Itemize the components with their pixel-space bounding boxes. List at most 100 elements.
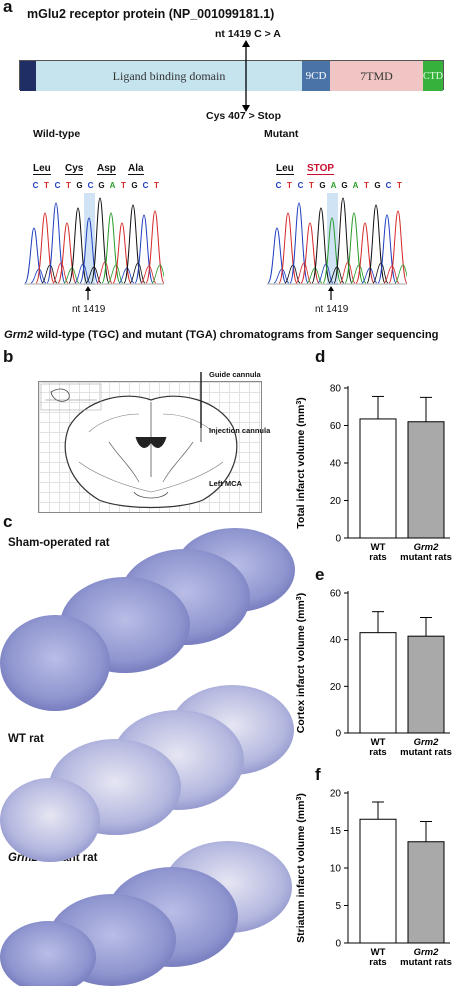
y-tick-label: 40: [330, 459, 342, 470]
mut-base: T: [287, 181, 292, 190]
y-tick-label: 0: [335, 729, 341, 740]
mut-codon-leu: Leu: [276, 163, 294, 175]
wt-nt-arrow: [85, 286, 91, 300]
sequencing-caption: Grm2 wild-type (TGC) and mutant (TGA) ch…: [4, 329, 439, 341]
y-tick-label: 80: [330, 384, 342, 395]
chromatogram-minor-peak: [140, 265, 157, 284]
x-category-label: mutant rats: [400, 747, 452, 758]
mut-base: C: [385, 181, 392, 190]
mut-base: G: [374, 181, 381, 190]
mut-base: C: [275, 181, 282, 190]
chromatogram-peak: [35, 212, 55, 284]
chromatogram-peak: [134, 214, 154, 284]
bar: [359, 818, 397, 944]
chromatogram-minor-peak: [41, 264, 58, 284]
sham-slice-1: [0, 615, 110, 711]
wt-base: C: [87, 181, 94, 190]
wt-group-label: WT rat: [8, 733, 44, 745]
chromatogram-minor-peak: [372, 262, 389, 284]
x-category-label: mutant rats: [400, 957, 452, 968]
panel-d-label: d: [315, 347, 326, 366]
chromatogram-peak: [377, 214, 397, 284]
wt-base: T: [66, 181, 71, 190]
chromatogram-minor-peak: [339, 261, 356, 284]
7tmd-domain: 7TMD: [330, 61, 423, 91]
chromatogram-minor-peak: [350, 264, 367, 284]
mut-base: G: [341, 181, 348, 190]
chromatogram-peak: [278, 212, 298, 284]
mut-base: T: [397, 181, 402, 190]
9cd-domain: 9CD: [302, 61, 330, 91]
y-tick-label: 60: [330, 589, 342, 600]
wt-base: G: [76, 181, 83, 190]
wt-base: G: [98, 181, 105, 190]
wildtype-label: Wild-type: [33, 128, 81, 140]
mut-nt-label: nt 1419: [315, 304, 349, 315]
protein-domain-bar: Ligand binding domain 9CD 7TMD CTD: [19, 60, 444, 91]
mutation-nt-label: nt 1419 C > A: [215, 28, 281, 40]
wt-base: T: [121, 181, 126, 190]
x-category-label: rats: [369, 747, 386, 758]
mut-slice-1: [0, 921, 96, 986]
chromatogram-peak: [388, 210, 407, 284]
chromatogram-minor-peak: [129, 262, 146, 284]
chromatogram-peak: [123, 204, 143, 284]
x-category-label: Grm2: [414, 737, 440, 748]
y-tick-label: 10: [330, 864, 342, 875]
wt-codon-asp: Asp: [97, 163, 116, 175]
wt-slice-1: [0, 778, 100, 862]
x-category-label: WT: [371, 737, 386, 748]
y-axis-label: Cortex infarct volume (mm3): [295, 593, 307, 733]
wt-base: C: [142, 181, 149, 190]
mut-base: A: [352, 181, 359, 190]
wt-chromatogram: [24, 193, 164, 285]
chromatogram-minor-peak: [151, 264, 164, 284]
highlight-band: [327, 193, 338, 285]
mut-base: T: [364, 181, 369, 190]
panel-f-label: f: [315, 765, 321, 784]
ligand-binding-domain: Ligand binding domain: [36, 61, 302, 91]
wt-base: G: [131, 181, 138, 190]
mut-codon-stop: STOP: [307, 163, 335, 175]
mut-base: A: [330, 181, 337, 190]
y-tick-label: 20: [330, 682, 342, 693]
y-tick-label: 20: [330, 496, 342, 507]
panel-c-label: c: [3, 512, 13, 531]
wt-base: C: [54, 181, 61, 190]
chromatogram-minor-peak: [96, 261, 113, 284]
wt-base: T: [154, 181, 159, 190]
y-tick-label: 5: [335, 901, 341, 912]
wt-base: T: [44, 181, 49, 190]
chromatogram-minor-peak: [317, 263, 334, 284]
y-tick-label: 20: [330, 789, 342, 800]
bar: [359, 632, 397, 734]
chromatogram-peak: [289, 202, 309, 284]
chromatogram-minor-peak: [74, 263, 91, 284]
wt-codon-cys: Cys: [65, 163, 84, 175]
mutation-aa-label: Cys 407 > Stop: [206, 110, 281, 122]
wt-base: C: [32, 181, 39, 190]
mut-base: C: [297, 181, 304, 190]
wt-base: A: [109, 181, 116, 190]
x-category-label: Grm2: [414, 947, 440, 958]
x-category-label: rats: [369, 957, 386, 968]
mut-nt-arrow: [328, 286, 334, 300]
y-axis-label: Total infarct volume (mm3): [295, 397, 307, 528]
chromatogram-peak: [46, 202, 66, 284]
wt-codon-ala: Ala: [128, 163, 144, 175]
brain-atlas-section: [38, 381, 262, 513]
wt-codon-leu: Leu: [33, 163, 51, 175]
panel-e-label: e: [315, 565, 325, 584]
y-axis-label: Striatum infarct volume (mm3): [295, 793, 307, 943]
y-tick-label: 60: [330, 421, 342, 432]
ctd-domain: CTD: [423, 61, 443, 91]
chromatogram-minor-peak: [295, 262, 312, 284]
chromatogram-peak: [366, 204, 386, 284]
highlight-band: [84, 193, 95, 285]
x-category-label: rats: [369, 552, 386, 563]
